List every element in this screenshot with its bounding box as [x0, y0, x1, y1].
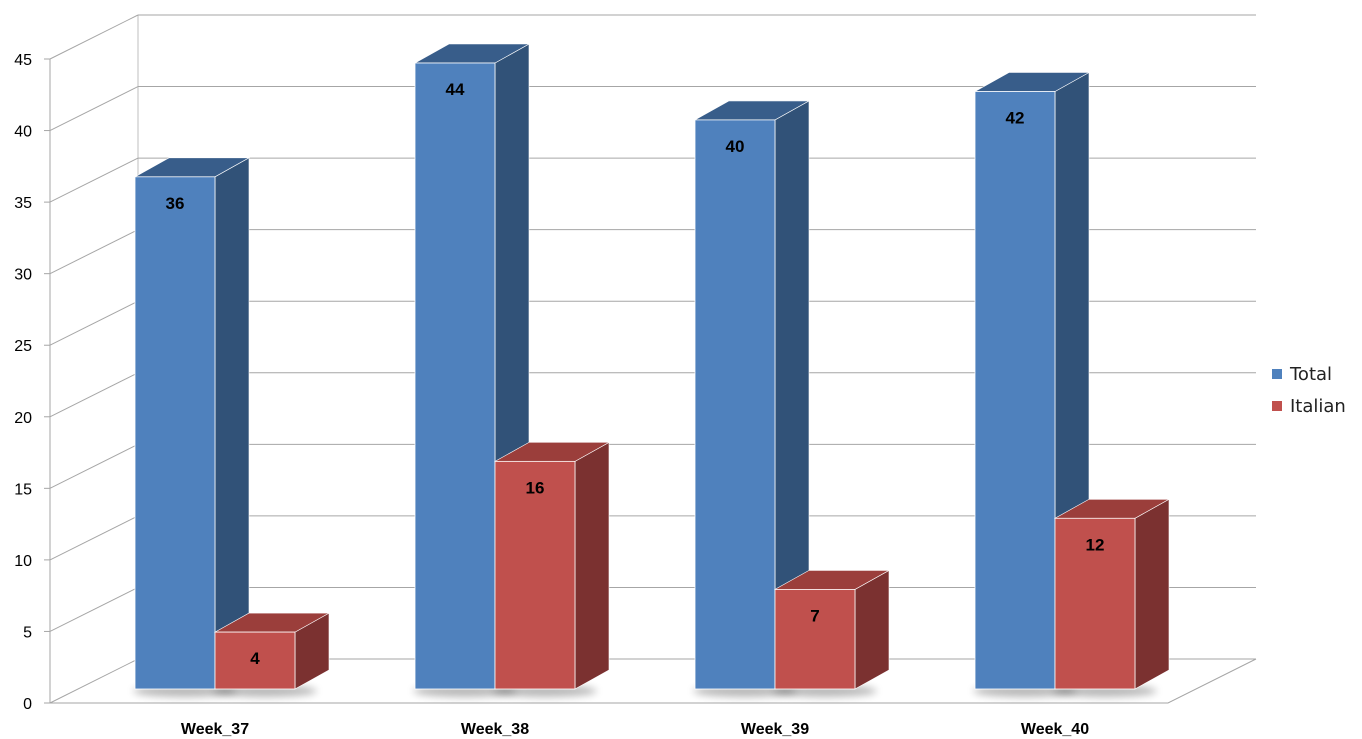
gridline-side: [49, 372, 139, 418]
data-label: 16: [526, 478, 545, 497]
gridline-side: [49, 586, 139, 632]
data-label: 12: [1086, 535, 1105, 554]
bar-italian-week_39: [774, 589, 856, 690]
gridline-side: [49, 229, 139, 275]
data-label: 4: [250, 649, 260, 668]
legend-label-total: Total: [1290, 363, 1333, 385]
bar-total-week_37: [134, 176, 216, 690]
floor-front-edge: [50, 658, 1257, 704]
y-axis-ticks: 0 5 10 15 20 25 30 35 40 45: [14, 52, 32, 713]
y-tick-label: 40: [14, 124, 32, 141]
bar-italian-week_40: [1054, 517, 1136, 690]
y-tick-label: 30: [14, 267, 32, 284]
bar-italian-side: [1134, 498, 1170, 690]
y-tick-label: 20: [14, 410, 32, 427]
gridline-side: [49, 86, 139, 132]
x-tick-label: Week_40: [1021, 721, 1089, 738]
y-tick-label: 25: [14, 338, 32, 355]
y-tick-label: 5: [23, 624, 32, 641]
gridline-side: [49, 14, 139, 60]
y-tick-label: 10: [14, 553, 32, 570]
bar-italian-week_38: [494, 460, 576, 690]
legend: Total Italian: [1272, 358, 1346, 422]
y-tick-label: 45: [14, 52, 32, 69]
gridline-side: [49, 515, 139, 561]
gridline-side: [49, 300, 139, 346]
data-label: 40: [726, 137, 745, 156]
data-label: 7: [810, 606, 819, 625]
bar-total-week_40: [974, 91, 1056, 690]
legend-label-italian: Italian: [1290, 395, 1346, 417]
legend-swatch-italian: [1272, 401, 1282, 411]
gridline-side: [49, 443, 139, 489]
bar-total-week_38: [414, 62, 496, 690]
legend-item-total: Total: [1272, 358, 1346, 390]
legend-item-italian: Italian: [1272, 390, 1346, 422]
data-label: 44: [446, 80, 465, 99]
bars: [133, 43, 1171, 690]
gridline-side: [49, 658, 139, 704]
data-label: 36: [166, 194, 185, 213]
y-tick-label: 35: [14, 195, 32, 212]
bar-italian-side: [854, 569, 890, 690]
x-tick-label: Week_38: [461, 721, 529, 738]
y-tick-label: 15: [14, 481, 32, 498]
bar-total-week_39: [694, 119, 776, 690]
data-label: 42: [1006, 108, 1025, 127]
x-tick-label: Week_39: [741, 721, 809, 738]
y-tick-label: 0: [23, 696, 32, 713]
bar-total-side: [214, 157, 250, 690]
bar-italian-week_37: [214, 631, 296, 690]
x-tick-label: Week_37: [181, 721, 249, 738]
bar-italian-side: [574, 441, 610, 690]
gridline-side: [49, 157, 139, 203]
legend-swatch-total: [1272, 369, 1282, 379]
x-axis-ticks: Week_37 Week_38 Week_39 Week_40: [181, 721, 1089, 738]
